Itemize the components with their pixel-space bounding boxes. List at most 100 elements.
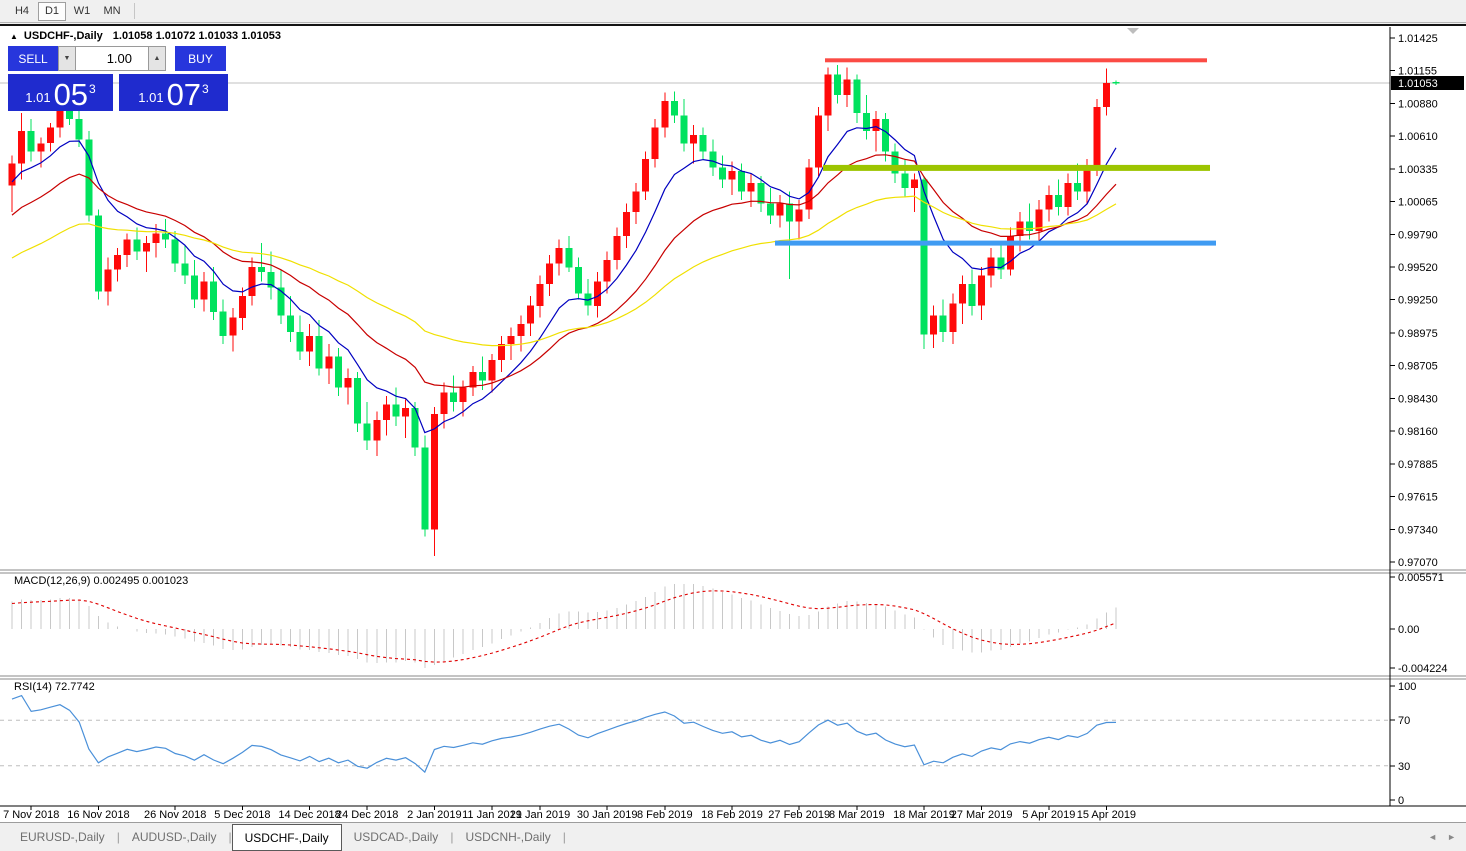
timeframe-button-h4[interactable]: H4 bbox=[14, 5, 30, 17]
buy-price-panel[interactable]: 1.01 07 3 bbox=[119, 74, 228, 111]
date-tick-label: 2 Jan 2019 bbox=[407, 809, 461, 821]
price-tick-label: 0.97885 bbox=[1398, 459, 1438, 471]
date-tick-label: 26 Nov 2018 bbox=[144, 809, 206, 821]
buy-price-big: 07 bbox=[166, 77, 202, 112]
volume-input[interactable]: 1.00 bbox=[76, 46, 148, 71]
tab-separator: | bbox=[116, 830, 120, 844]
macd-pane bbox=[11, 584, 1117, 668]
buy-button[interactable]: BUY bbox=[175, 46, 226, 71]
symbol-tab-bar: EURUSD-,Daily | AUDUSD-,Daily | USDCHF-,Dail… bbox=[0, 822, 1466, 851]
price-tick-label: 1.00880 bbox=[1398, 99, 1438, 111]
price-tick-label: 0.98975 bbox=[1398, 328, 1438, 340]
sell-price-panel[interactable]: 1.01 05 3 bbox=[8, 74, 113, 111]
ma-slow-line bbox=[11, 195, 1117, 347]
spinner-up-icon: ▲ bbox=[153, 55, 161, 62]
price-tick-label: 0.98705 bbox=[1398, 360, 1438, 372]
hline-support-blue[interactable] bbox=[775, 240, 1216, 246]
rsi-tick-label: 70 bbox=[1398, 715, 1410, 727]
rsi-pane bbox=[0, 694, 1390, 774]
date-tick-label: 5 Dec 2018 bbox=[214, 809, 270, 821]
symbol-tab-usdcnhdaily[interactable]: USDCNH-,Daily bbox=[465, 830, 551, 844]
timeframe-button-d1[interactable]: D1 bbox=[38, 1, 66, 21]
buy-price-sup: 3 bbox=[202, 82, 209, 96]
date-tick-label: 27 Mar 2019 bbox=[951, 809, 1013, 821]
tab-separator: | bbox=[228, 830, 232, 844]
chart-ohlc-values: 1.01058 1.01072 1.01033 1.01053 bbox=[112, 30, 281, 42]
macd-tick-label: -0.004224 bbox=[1398, 663, 1448, 675]
date-tick-label: 8 Feb 2019 bbox=[637, 809, 693, 821]
date-tick-label: 15 Apr 2019 bbox=[1077, 809, 1136, 821]
pane-separators[interactable] bbox=[0, 569, 1466, 680]
hline-support-olive[interactable] bbox=[823, 164, 1210, 171]
volume-stepper-up[interactable]: ▲ bbox=[148, 46, 166, 71]
price-tick-label: 1.01155 bbox=[1398, 66, 1437, 78]
hline-resistance-red[interactable] bbox=[825, 58, 1207, 63]
chart-window: 1.01425 1.01155 1.00880 1.00610 1.00 3 3 5 … bbox=[0, 24, 1466, 822]
date-tick-label: 8 Mar 2019 bbox=[829, 809, 885, 821]
price-axis[interactable]: 1.01425 1.01155 1.00880 1.00610 1.00335 … bbox=[1389, 27, 1464, 807]
price-tick-label: 0.98430 bbox=[1398, 393, 1438, 405]
price-tick-label: 1.00065 bbox=[1398, 197, 1438, 209]
date-tick-label: 24 Dec 2018 bbox=[336, 809, 398, 821]
tab-scroll-right-icon[interactable]: ► bbox=[1447, 831, 1456, 842]
date-tick-label: 18 Feb 2019 bbox=[701, 809, 763, 821]
macd-tick-label: 0.00 bbox=[1398, 624, 1419, 636]
date-tick-label: 11 Jan 2019 bbox=[462, 809, 522, 821]
rsi-tick-label: 100 bbox=[1398, 681, 1416, 693]
price-tick-label: 1.00335 bbox=[1398, 164, 1438, 176]
candlestick-series bbox=[8, 65, 1120, 556]
symbol-tab-usdcaddaily[interactable]: USDCAD-,Daily bbox=[353, 830, 439, 844]
svg-text:1.01053: 1.01053 bbox=[1398, 78, 1438, 90]
rsi-tick-label: 0 bbox=[1398, 795, 1404, 807]
timeframe-toolbar: H4 D1 W1 MN bbox=[0, 0, 1466, 23]
date-tick-label: 27 Feb 2019 bbox=[768, 809, 830, 821]
price-tick-label: 0.98160 bbox=[1398, 426, 1438, 438]
price-tick-label: 1.00610 bbox=[1398, 131, 1438, 143]
macd-signal-line bbox=[11, 590, 1117, 663]
symbol-tab-audusddaily[interactable]: AUDUSD-,Daily bbox=[131, 830, 217, 844]
rsi-tick-label: 30 bbox=[1398, 761, 1410, 773]
date-tick-label: 14 Dec 2018 bbox=[278, 809, 340, 821]
tab-separator: | bbox=[450, 830, 454, 844]
date-axis[interactable]: 7 Nov 2018 16 Nov 2018 26 Nov 2018 5 Dec… bbox=[0, 805, 1466, 821]
macd-tick-label: 0.005571 bbox=[1398, 572, 1444, 584]
price-tick-label: 0.99790 bbox=[1398, 230, 1438, 242]
timeframe-button-w1[interactable]: W1 bbox=[73, 5, 91, 17]
rsi-label: RSI(14) 72.7742 bbox=[14, 681, 95, 693]
price-tick-label: 1.01425 bbox=[1398, 33, 1438, 45]
trade-panel: SELL ▼ 1.00 ▲ BUY 1.01 05 3 1.01 07 3 bbox=[8, 46, 228, 111]
date-tick-label: 16 Nov 2018 bbox=[67, 809, 129, 821]
date-tick-label: 7 Nov 2018 bbox=[3, 809, 59, 821]
date-tick-label: 18 Mar 2019 bbox=[893, 809, 955, 821]
collapse-icon[interactable]: ▲ bbox=[10, 31, 18, 41]
tab-separator: | bbox=[562, 830, 566, 844]
macd-label: MACD(12,26,9) 0.002495 0.001023 bbox=[14, 575, 189, 587]
price-tick-label: 0.97615 bbox=[1398, 491, 1438, 503]
spinner-down-icon: ▼ bbox=[63, 55, 71, 62]
sell-price-prefix: 1.01 bbox=[25, 90, 51, 105]
symbol-tab-usdchfdaily[interactable]: USDCHF-,Daily bbox=[231, 824, 342, 851]
sell-button[interactable]: SELL bbox=[8, 46, 58, 71]
volume-stepper-down[interactable]: ▼ bbox=[58, 46, 76, 71]
price-tick-label: 0.97340 bbox=[1398, 525, 1438, 537]
chart-title: ▲ USDCHF-,Daily 1.01058 1.01072 1.01033 … bbox=[10, 30, 281, 42]
price-chart[interactable]: 1.01425 1.01155 1.00880 1.00610 1.00 3 3 5 … bbox=[0, 26, 1466, 822]
ma-fast-line bbox=[11, 125, 1117, 434]
date-tick-label: 5 Apr 2019 bbox=[1022, 809, 1075, 821]
tab-scroll-left-icon[interactable]: ◄ bbox=[1428, 831, 1438, 842]
toolbar-separator bbox=[134, 3, 135, 19]
timeframe-button-mn[interactable]: MN bbox=[103, 5, 121, 17]
ma-mid-line bbox=[11, 154, 1117, 388]
price-tick-label: 0.99520 bbox=[1398, 262, 1438, 274]
tab-scroll-nav: ◄ ► bbox=[1428, 822, 1456, 851]
price-tick-label: 0.99250 bbox=[1398, 295, 1438, 307]
price-tick-label: 0.97070 bbox=[1398, 557, 1438, 569]
chart-symbol-title: USDCHF-,Daily bbox=[23, 30, 103, 42]
sell-price-sup: 3 bbox=[89, 82, 96, 96]
autoscroll-marker-icon bbox=[1127, 28, 1139, 34]
current-price-tag: 1.01053 bbox=[1391, 75, 1464, 90]
symbol-tab-eurusddaily[interactable]: EURUSD-,Daily bbox=[20, 830, 105, 844]
date-tick-label: 21 Jan 2019 bbox=[510, 809, 571, 821]
buy-price-prefix: 1.01 bbox=[138, 90, 164, 105]
sell-price-big: 05 bbox=[53, 77, 89, 112]
